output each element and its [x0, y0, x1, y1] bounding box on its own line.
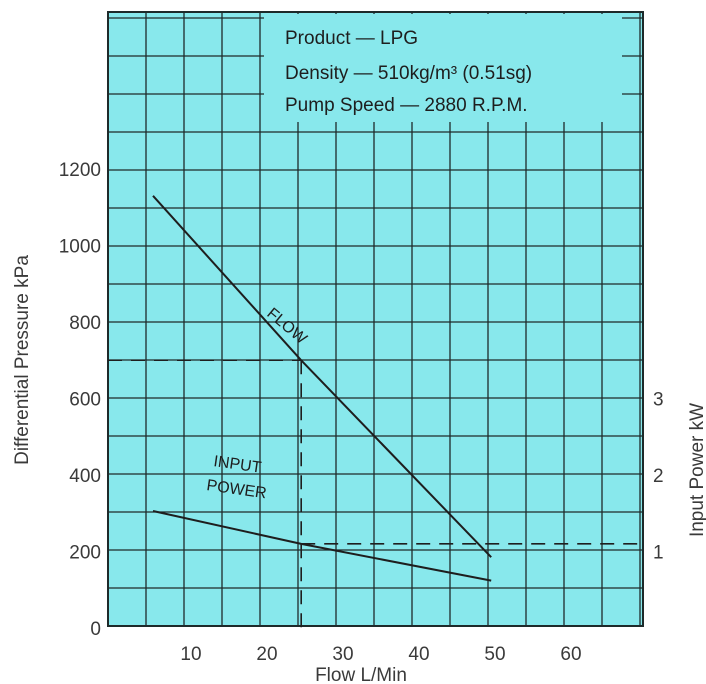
- x-tick-label-40: 40: [408, 644, 429, 665]
- y-tick-label-1000: 1000: [59, 237, 101, 258]
- x-tick-label-50: 50: [484, 644, 505, 665]
- x-tick-label-20: 20: [256, 644, 277, 665]
- y2-tick-label-1: 1: [653, 543, 664, 564]
- input-power-curve-line: [152, 510, 492, 582]
- y2-tick-label-3: 3: [653, 390, 664, 411]
- y-tick-label-1200: 1200: [59, 160, 101, 181]
- plot-frame: [107, 11, 644, 627]
- y-axis-title: Differential Pressure kPa: [12, 255, 33, 465]
- y2-tick-label-2: 2: [653, 466, 664, 487]
- x-tick-label-30: 30: [332, 644, 353, 665]
- y-tick-label-800: 800: [69, 313, 101, 334]
- y-tick-label-400: 400: [69, 466, 101, 487]
- y-tick-label-200: 200: [69, 543, 101, 564]
- y2-axis-title: Input Power kW: [687, 403, 706, 537]
- y-tick-label-0: 0: [90, 619, 101, 640]
- x-tick-label-10: 10: [180, 644, 201, 665]
- info-density: Density — 510kg/m³ (0.51sg): [285, 63, 532, 84]
- x-tick-label-60: 60: [560, 644, 581, 665]
- input-power-curve-label-line1: INPUT: [212, 453, 262, 477]
- y-tick-label-600: 600: [69, 390, 101, 411]
- info-product: Product — LPG: [285, 28, 418, 49]
- info-pump-speed: Pump Speed — 2880 R.P.M.: [285, 95, 528, 116]
- x-axis-title: Flow L/Min: [315, 665, 407, 684]
- flow-curve-line: [152, 195, 492, 558]
- info-box: [264, 14, 622, 122]
